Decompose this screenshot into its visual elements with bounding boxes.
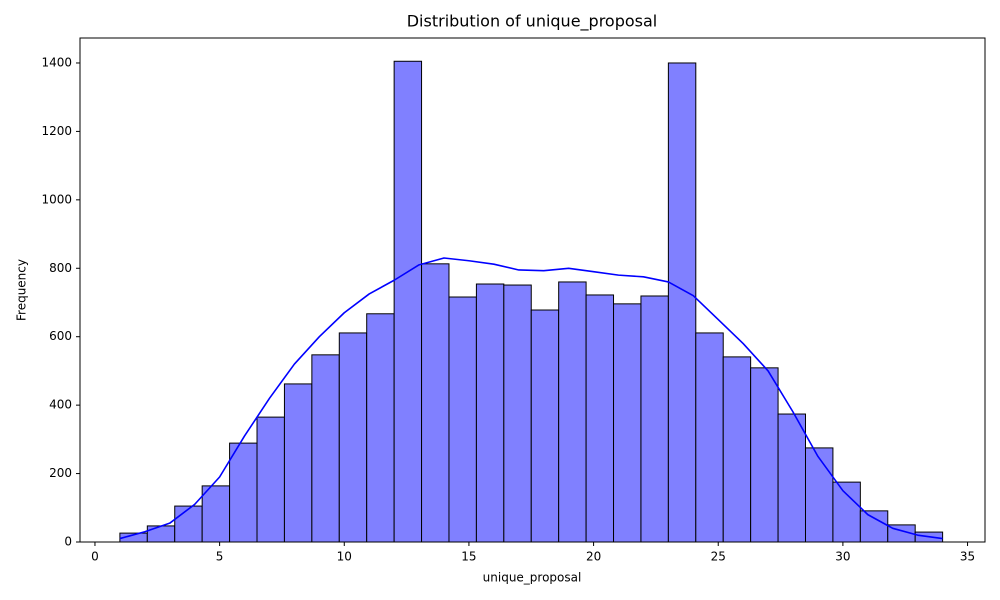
bar: [859, 510, 889, 543]
bar: [640, 295, 669, 543]
bar: [667, 62, 697, 543]
bar: [146, 525, 176, 543]
kde-line: [119, 257, 943, 540]
bar: [804, 447, 834, 543]
bar: [283, 383, 313, 543]
x-tick-label: 20: [586, 550, 601, 564]
x-tick-label: 25: [711, 550, 726, 564]
x-tick-label: 5: [216, 550, 224, 564]
x-tick-label: 15: [461, 550, 476, 564]
bar: [256, 416, 285, 543]
y-tick-label: 1200: [41, 124, 72, 138]
y-tick-label: 600: [49, 329, 72, 343]
x-tick-label: 10: [337, 550, 352, 564]
bar: [777, 413, 806, 543]
x-axis-label: unique_proposal: [483, 571, 582, 585]
bar: [722, 356, 752, 543]
y-tick-label: 1400: [41, 55, 72, 69]
y-tick-label: 800: [49, 261, 72, 275]
bar: [585, 294, 615, 543]
y-tick-label: 200: [49, 466, 72, 480]
bar: [475, 283, 505, 543]
bar: [229, 442, 258, 543]
bar: [503, 284, 532, 543]
bar: [695, 332, 724, 543]
x-tick-label: 0: [91, 550, 99, 564]
y-tick-label: 0: [64, 535, 72, 549]
chart-title: Distribution of unique_proposal: [407, 12, 658, 32]
bar: [174, 505, 203, 543]
bar: [421, 263, 450, 543]
bar: [613, 303, 642, 543]
bar: [832, 481, 861, 543]
bar: [530, 309, 560, 543]
x-tick-label: 30: [835, 550, 850, 564]
bar: [311, 354, 340, 543]
bar: [201, 485, 231, 543]
bar: [448, 296, 477, 543]
y-axis-label: Frequency: [15, 259, 29, 321]
x-tick-label: 35: [960, 550, 975, 564]
bar: [750, 367, 779, 543]
bar: [558, 281, 587, 543]
y-tick-label: 400: [49, 398, 72, 412]
bar: [338, 332, 368, 543]
y-tick-label: 1000: [41, 192, 72, 206]
plot-frame: [79, 37, 986, 543]
bar: [366, 313, 395, 543]
bar: [393, 60, 423, 543]
